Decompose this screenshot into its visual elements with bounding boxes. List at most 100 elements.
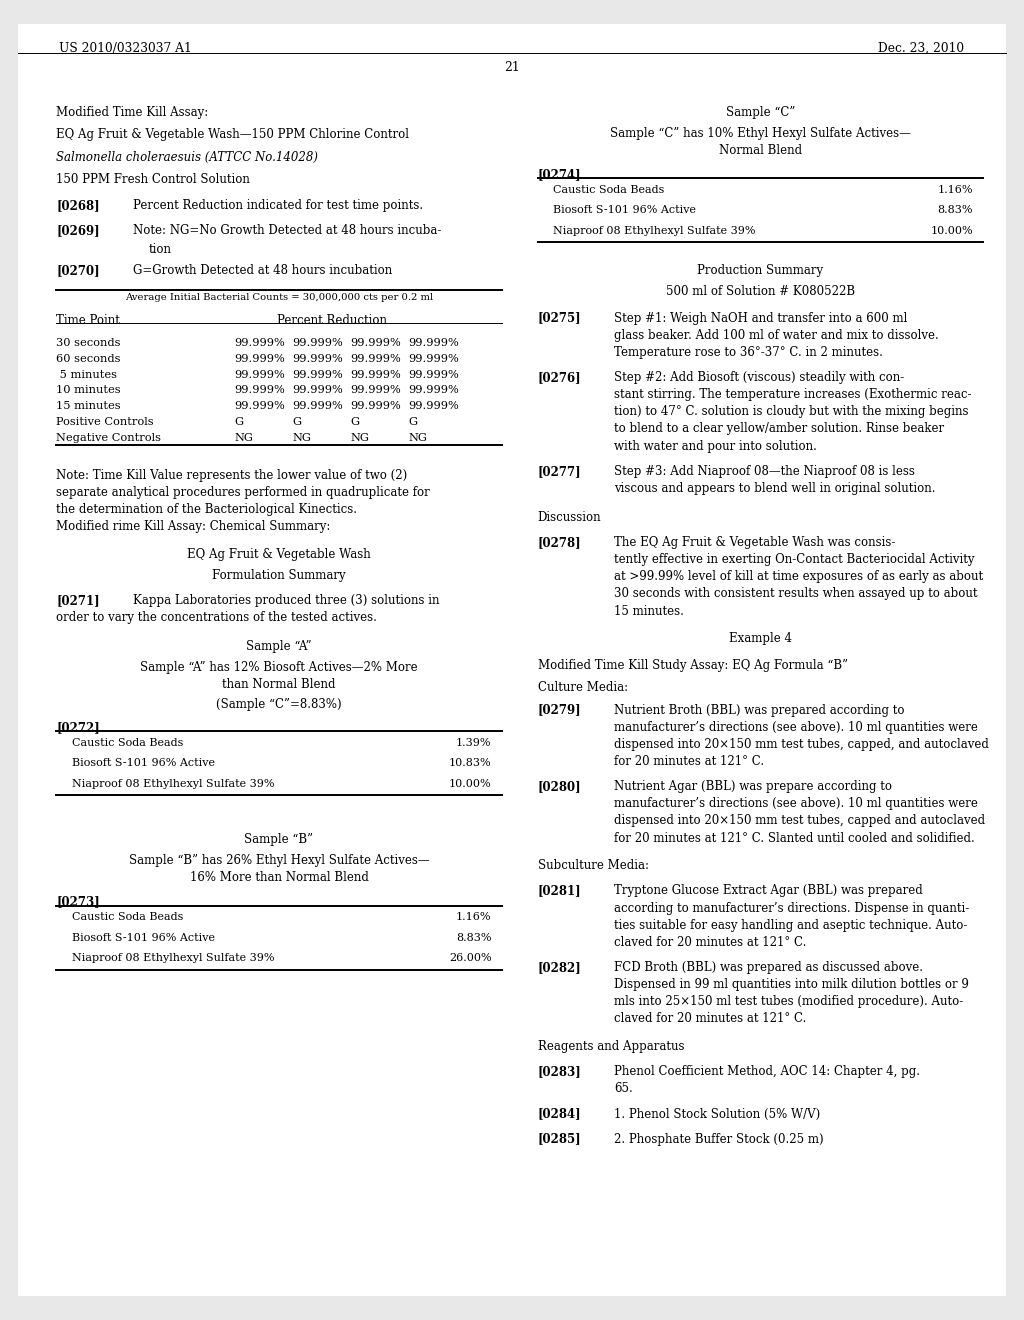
Text: The EQ Ag Fruit & Vegetable Wash was consis-: The EQ Ag Fruit & Vegetable Wash was con… — [614, 536, 896, 549]
Text: 8.83%: 8.83% — [456, 932, 492, 942]
Text: [0276]: [0276] — [538, 371, 582, 384]
Text: Niaproof 08 Ethylhexyl Sulfate 39%: Niaproof 08 Ethylhexyl Sulfate 39% — [72, 953, 274, 964]
Text: NG: NG — [293, 433, 311, 444]
Text: G: G — [350, 417, 359, 428]
Text: Dispensed in 99 ml quantities into milk dilution bottles or 9: Dispensed in 99 ml quantities into milk … — [614, 978, 970, 991]
Text: Discussion: Discussion — [538, 511, 601, 524]
Text: [0270]: [0270] — [56, 264, 100, 277]
Text: glass beaker. Add 100 ml of water and mix to dissolve.: glass beaker. Add 100 ml of water and mi… — [614, 329, 939, 342]
Text: Time Point: Time Point — [56, 314, 120, 327]
Text: 5 minutes: 5 minutes — [56, 370, 118, 380]
Text: [0278]: [0278] — [538, 536, 582, 549]
Text: 8.83%: 8.83% — [937, 205, 973, 215]
Text: viscous and appears to blend well in original solution.: viscous and appears to blend well in ori… — [614, 482, 936, 495]
Text: 10.00%: 10.00% — [930, 226, 973, 236]
Text: 30 seconds: 30 seconds — [56, 338, 121, 348]
Text: 15 minutes: 15 minutes — [56, 401, 121, 412]
Text: Step #2: Add Biosoft (viscous) steadily with con-: Step #2: Add Biosoft (viscous) steadily … — [614, 371, 904, 384]
Text: Average Initial Bacterial Counts = 30,000,000 cts per 0.2 ml: Average Initial Bacterial Counts = 30,00… — [125, 293, 433, 302]
Text: claved for 20 minutes at 121° C.: claved for 20 minutes at 121° C. — [614, 936, 807, 949]
Text: 99.999%: 99.999% — [409, 401, 459, 412]
Text: 15 minutes.: 15 minutes. — [614, 605, 684, 618]
Text: 1.16%: 1.16% — [456, 912, 492, 923]
Text: Formulation Summary: Formulation Summary — [212, 569, 346, 582]
Text: [0285]: [0285] — [538, 1133, 582, 1146]
Text: Biosoft S-101 96% Active: Biosoft S-101 96% Active — [72, 758, 215, 768]
Text: separate analytical procedures performed in quadruplicate for: separate analytical procedures performed… — [56, 486, 430, 499]
Text: [0281]: [0281] — [538, 884, 582, 898]
Text: according to manufacturer’s directions. Dispense in quanti-: according to manufacturer’s directions. … — [614, 902, 970, 915]
Text: 99.999%: 99.999% — [350, 354, 401, 364]
Text: 99.999%: 99.999% — [293, 401, 343, 412]
Text: 99.999%: 99.999% — [350, 385, 401, 396]
Text: Reagents and Apparatus: Reagents and Apparatus — [538, 1040, 684, 1053]
Text: Nutrient Broth (BBL) was prepared according to: Nutrient Broth (BBL) was prepared accord… — [614, 704, 905, 717]
Text: 99.999%: 99.999% — [234, 401, 286, 412]
Text: 10.00%: 10.00% — [449, 779, 492, 789]
Text: 99.999%: 99.999% — [409, 354, 459, 364]
Text: [0282]: [0282] — [538, 961, 582, 974]
Text: [0268]: [0268] — [56, 199, 100, 213]
Text: 10.83%: 10.83% — [449, 758, 492, 768]
Text: 65.: 65. — [614, 1082, 633, 1096]
Text: Temperature rose to 36°-37° C. in 2 minutes.: Temperature rose to 36°-37° C. in 2 minu… — [614, 346, 884, 359]
Text: Sample “A”: Sample “A” — [246, 640, 312, 653]
Text: Sample “C” has 10% Ethyl Hexyl Sulfate Actives—: Sample “C” has 10% Ethyl Hexyl Sulfate A… — [610, 127, 910, 140]
Text: Modified Time Kill Assay:: Modified Time Kill Assay: — [56, 106, 209, 119]
Text: 99.999%: 99.999% — [293, 338, 343, 348]
Text: dispensed into 20×150 mm test tubes, capped, and autoclaved: dispensed into 20×150 mm test tubes, cap… — [614, 738, 989, 751]
Text: [0275]: [0275] — [538, 312, 582, 325]
Text: [0273]: [0273] — [56, 895, 100, 908]
Text: 99.999%: 99.999% — [234, 370, 286, 380]
Text: tently effective in exerting On-Contact Bacteriocidal Activity: tently effective in exerting On-Contact … — [614, 553, 975, 566]
Text: Example 4: Example 4 — [729, 632, 792, 645]
Text: to blend to a clear yellow/amber solution. Rinse beaker: to blend to a clear yellow/amber solutio… — [614, 422, 944, 436]
Text: Caustic Soda Beads: Caustic Soda Beads — [553, 185, 665, 195]
Text: 99.999%: 99.999% — [234, 354, 286, 364]
Text: (Sample “C”=8.83%): (Sample “C”=8.83%) — [216, 698, 342, 711]
Text: [0277]: [0277] — [538, 465, 582, 478]
Text: NG: NG — [234, 433, 254, 444]
Text: dispensed into 20×150 mm test tubes, capped and autoclaved: dispensed into 20×150 mm test tubes, cap… — [614, 814, 985, 828]
Text: ties suitable for easy handling and aseptic technique. Auto-: ties suitable for easy handling and asep… — [614, 919, 968, 932]
Text: Percent Reduction indicated for test time points.: Percent Reduction indicated for test tim… — [133, 199, 423, 213]
Text: Production Summary: Production Summary — [697, 264, 823, 277]
Text: [0271]: [0271] — [56, 594, 100, 607]
Text: 99.999%: 99.999% — [293, 385, 343, 396]
Text: NG: NG — [350, 433, 370, 444]
Text: Negative Controls: Negative Controls — [56, 433, 162, 444]
Text: 30 seconds with consistent results when assayed up to about: 30 seconds with consistent results when … — [614, 587, 978, 601]
Text: at >99.99% level of kill at time exposures of as early as about: at >99.99% level of kill at time exposur… — [614, 570, 983, 583]
Text: 1.16%: 1.16% — [937, 185, 973, 195]
Text: order to vary the concentrations of the tested actives.: order to vary the concentrations of the … — [56, 611, 377, 624]
Text: NG: NG — [409, 433, 427, 444]
Text: [0280]: [0280] — [538, 780, 582, 793]
Text: claved for 20 minutes at 121° C.: claved for 20 minutes at 121° C. — [614, 1012, 807, 1026]
Text: G=Growth Detected at 48 hours incubation: G=Growth Detected at 48 hours incubation — [133, 264, 392, 277]
Text: than Normal Blend: than Normal Blend — [222, 678, 336, 692]
Text: Step #1: Weigh NaOH and transfer into a 600 ml: Step #1: Weigh NaOH and transfer into a … — [614, 312, 907, 325]
Text: 60 seconds: 60 seconds — [56, 354, 121, 364]
Text: [0283]: [0283] — [538, 1065, 582, 1078]
Text: manufacturer’s directions (see above). 10 ml quantities were: manufacturer’s directions (see above). 1… — [614, 721, 978, 734]
Text: 16% More than Normal Blend: 16% More than Normal Blend — [189, 871, 369, 884]
Text: 150 PPM Fresh Control Solution: 150 PPM Fresh Control Solution — [56, 173, 250, 186]
Text: 99.999%: 99.999% — [293, 354, 343, 364]
Text: 99.999%: 99.999% — [293, 370, 343, 380]
Text: Subculture Media:: Subculture Media: — [538, 859, 648, 873]
Text: 99.999%: 99.999% — [409, 370, 459, 380]
Text: US 2010/0323037 A1: US 2010/0323037 A1 — [59, 42, 193, 55]
Text: Modified rime Kill Assay: Chemical Summary:: Modified rime Kill Assay: Chemical Summa… — [56, 520, 331, 533]
Text: Note: NG=No Growth Detected at 48 hours incuba-: Note: NG=No Growth Detected at 48 hours … — [133, 224, 441, 238]
Text: Caustic Soda Beads: Caustic Soda Beads — [72, 912, 183, 923]
Text: 99.999%: 99.999% — [234, 338, 286, 348]
Text: FCD Broth (BBL) was prepared as discussed above.: FCD Broth (BBL) was prepared as discusse… — [614, 961, 924, 974]
Text: Tryptone Glucose Extract Agar (BBL) was prepared: Tryptone Glucose Extract Agar (BBL) was … — [614, 884, 924, 898]
Text: 99.999%: 99.999% — [409, 385, 459, 396]
Text: 21: 21 — [504, 61, 520, 74]
Text: 26.00%: 26.00% — [449, 953, 492, 964]
Text: Kappa Laboratories produced three (3) solutions in: Kappa Laboratories produced three (3) so… — [133, 594, 439, 607]
Text: Culture Media:: Culture Media: — [538, 681, 628, 694]
Text: Biosoft S-101 96% Active: Biosoft S-101 96% Active — [72, 932, 215, 942]
Text: Sample “B” has 26% Ethyl Hexyl Sulfate Actives—: Sample “B” has 26% Ethyl Hexyl Sulfate A… — [129, 854, 429, 867]
